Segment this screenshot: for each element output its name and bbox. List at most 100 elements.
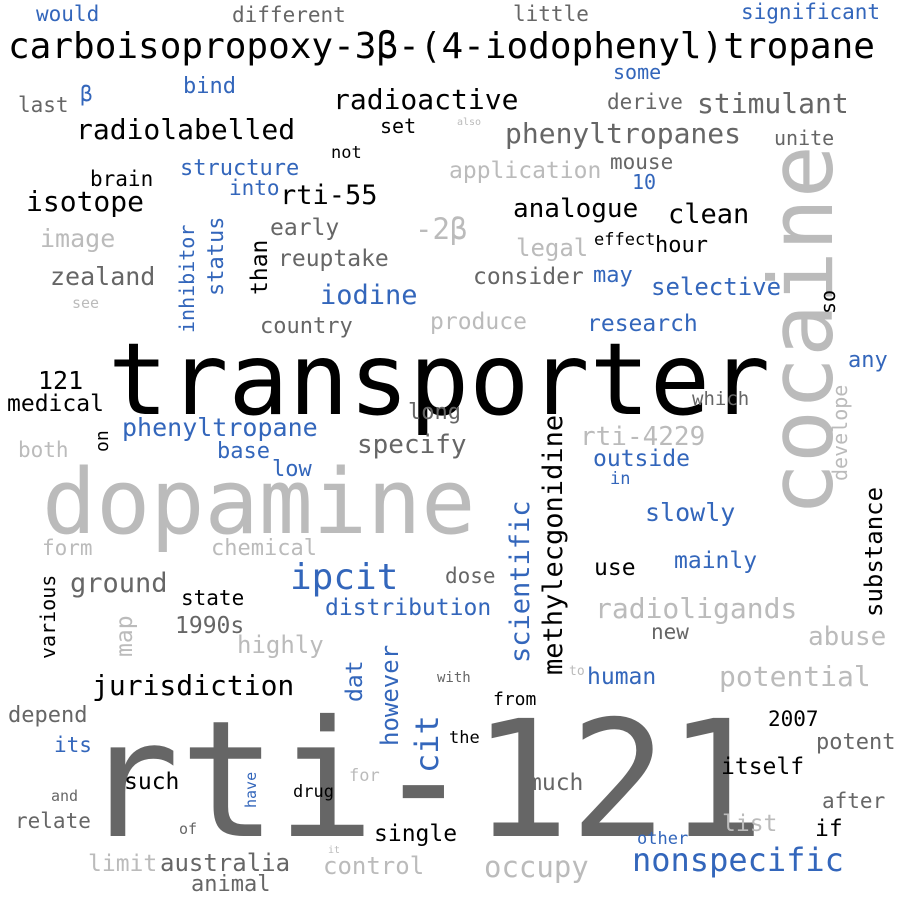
word-2: -2β: [415, 212, 468, 246]
word-medical: medical: [7, 391, 104, 417]
word-iodine: iodine: [320, 280, 418, 311]
word-depend: depend: [8, 703, 88, 728]
word-cit: cit: [408, 715, 446, 773]
word-different: different: [232, 3, 346, 27]
word-image: image: [40, 224, 116, 253]
word-little: little: [513, 2, 589, 26]
word-radioligands: radioligands: [595, 592, 798, 625]
word-state: state: [181, 586, 245, 610]
word-than: than: [247, 239, 273, 295]
word-may: may: [593, 263, 633, 288]
word-early: early: [270, 215, 340, 241]
word-such: such: [124, 769, 180, 795]
word-potent: potent: [816, 730, 896, 755]
word-121: 121: [38, 366, 84, 395]
word-use: use: [594, 555, 636, 581]
word-list: list: [722, 811, 778, 837]
word-effect: effect: [594, 230, 656, 250]
word-from: from: [493, 689, 537, 710]
word-on: on: [92, 430, 113, 452]
word-legal: legal: [516, 234, 589, 262]
word-carboisopropoxy-3-4-iodophenyl-tropane: carboisopropoxy-3β-(4-iodophenyl)tropane: [8, 26, 875, 67]
word-set: set: [380, 114, 417, 138]
word-derive: derive: [607, 90, 683, 114]
word-jurisdiction: jurisdiction: [92, 669, 295, 702]
word-drug: drug: [293, 782, 334, 802]
word-mainly: mainly: [674, 548, 758, 574]
word-the: the: [449, 728, 480, 748]
word-isotope: isotope: [26, 185, 145, 218]
word-scientific: scientific: [505, 500, 536, 663]
word-potential: potential: [719, 660, 871, 693]
word-country: country: [260, 314, 353, 339]
word-mouse: mouse: [610, 150, 674, 174]
word-distribution: distribution: [325, 595, 492, 621]
word-rti-55: rti-55: [280, 180, 378, 211]
word-significant: significant: [741, 0, 881, 24]
word-slowly: slowly: [645, 498, 736, 527]
word-base: base: [217, 439, 270, 464]
word-clean: clean: [668, 199, 750, 230]
word-rti-4229: rti-4229: [580, 422, 706, 452]
word-unite: unite: [774, 126, 835, 150]
word-specify: specify: [357, 430, 467, 460]
word-analogue: analogue: [513, 194, 639, 224]
word-long: long: [408, 400, 461, 425]
word-any: any: [848, 348, 888, 373]
word-much: much: [528, 770, 584, 796]
word-map: map: [112, 615, 138, 657]
word-phenyltropanes: phenyltropanes: [505, 117, 742, 150]
word-various: various: [36, 574, 60, 659]
word-not: not: [331, 143, 362, 163]
word-chemical: chemical: [211, 536, 317, 561]
word-reuptake: reuptake: [278, 246, 389, 272]
word-after: after: [822, 789, 886, 813]
word-bind: bind: [183, 74, 236, 99]
word-so: so: [816, 289, 840, 314]
word-dat: dat: [342, 660, 368, 702]
word-application: application: [449, 158, 602, 184]
word-2007: 2007: [768, 707, 819, 731]
word-develope: develope: [828, 384, 852, 481]
word-single: single: [374, 821, 458, 847]
word-hour: hour: [655, 233, 708, 258]
word-rti-121: rti-121: [82, 687, 765, 875]
word-other: other: [637, 829, 689, 849]
word-however: however: [376, 644, 404, 746]
word-dopamine: dopamine: [42, 450, 476, 555]
word-status: status: [204, 216, 229, 296]
word-of: of: [179, 820, 198, 838]
word-see: see: [72, 294, 100, 312]
word-structure: structure: [180, 156, 300, 181]
word-ipcit: ipcit: [290, 557, 399, 598]
word-nonspecific: nonspecific: [632, 841, 844, 879]
word-into: into: [229, 176, 280, 200]
word-new: new: [651, 620, 689, 644]
word-its: its: [54, 733, 92, 757]
word-abuse: abuse: [808, 622, 887, 652]
word-methylecgonidine: methylecgonidine: [538, 414, 569, 675]
word-inhibitor: inhibitor: [175, 224, 199, 333]
word-in: in: [610, 469, 631, 489]
word-which: which: [692, 388, 750, 410]
word-would: would: [36, 2, 100, 26]
word-transporter: transporter: [108, 321, 771, 438]
word-some: some: [613, 60, 662, 84]
word-substance: substance: [860, 486, 888, 617]
word-consider: consider: [473, 264, 584, 290]
word-itself: itself: [721, 754, 805, 780]
word-if: if: [815, 816, 843, 842]
word-animal: animal: [191, 872, 271, 897]
word-limit: limit: [88, 851, 158, 877]
word-radioactive: radioactive: [333, 83, 519, 116]
word-with: with: [437, 670, 471, 686]
word-phenyltropane: phenyltropane: [122, 413, 318, 442]
word-for: for: [349, 766, 380, 786]
word-both: both: [18, 438, 69, 462]
word-relate: relate: [15, 809, 91, 833]
word-human: human: [587, 664, 657, 690]
word-form: form: [42, 536, 93, 560]
word-ground: ground: [70, 568, 168, 599]
word-brain: brain: [90, 167, 154, 191]
